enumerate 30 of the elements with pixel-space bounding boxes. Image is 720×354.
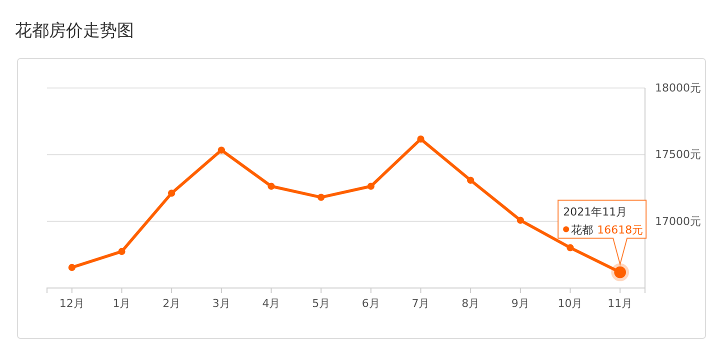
data-label: 16618元 xyxy=(597,223,644,236)
chart-title: 花都房价走势图 xyxy=(15,21,134,41)
point xyxy=(367,182,374,190)
point xyxy=(417,136,424,143)
x-tick-label: 6月 xyxy=(362,296,380,310)
legend-label: 花都 xyxy=(571,223,594,236)
point xyxy=(566,244,574,252)
x-tick-label: 10月 xyxy=(558,296,583,310)
point xyxy=(168,190,176,197)
x-tick-label: 11月 xyxy=(608,296,633,310)
point xyxy=(218,146,225,154)
x-tick-label: 1月 xyxy=(112,296,131,310)
point xyxy=(268,182,275,190)
x-tick-label: 8月 xyxy=(462,296,480,310)
annotation: 2021年11月 xyxy=(563,205,628,218)
point xyxy=(467,176,474,184)
point xyxy=(68,264,76,272)
x-tick-label: 5月 xyxy=(312,296,330,310)
x-tick-label: 12月 xyxy=(59,296,84,310)
x-tick-label: 3月 xyxy=(212,296,230,310)
y-tick-label: 18000元 xyxy=(655,82,701,95)
x-tick-label: 4月 xyxy=(262,296,280,310)
y-tick-label: 17000元 xyxy=(655,214,701,228)
point xyxy=(516,216,524,224)
y-tick-label: 17500元 xyxy=(655,148,701,162)
point xyxy=(118,248,126,256)
x-tick-label: 7月 xyxy=(412,296,430,310)
x-tick-label: 2月 xyxy=(162,296,181,310)
x-tick-label: 9月 xyxy=(511,296,530,310)
point xyxy=(318,194,325,201)
